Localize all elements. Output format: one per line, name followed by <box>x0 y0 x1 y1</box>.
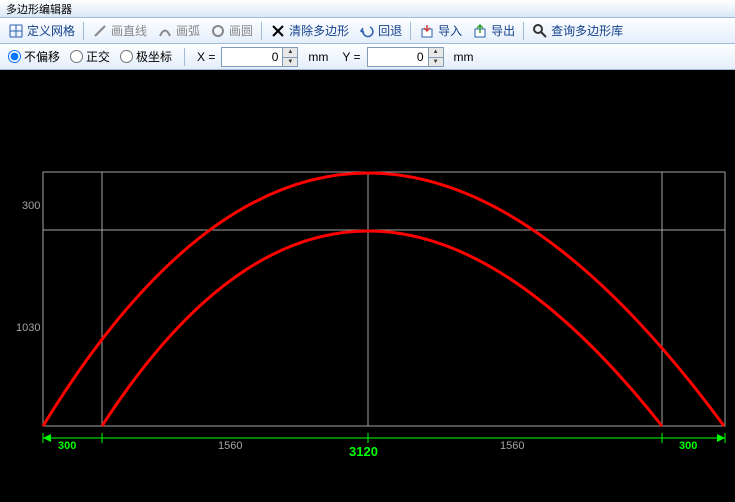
circle-icon <box>210 23 226 39</box>
define-grid-label: 定义网格 <box>27 22 75 39</box>
y-input[interactable] <box>368 50 428 64</box>
export-label: 导出 <box>491 22 515 39</box>
export-icon <box>472 23 488 39</box>
svg-text:300: 300 <box>679 440 697 452</box>
y-spin-up[interactable]: ▲ <box>429 48 443 57</box>
query-library-label: 查询多边形库 <box>551 22 623 39</box>
y-spinner-buttons: ▲ ▼ <box>428 48 443 66</box>
separator <box>410 22 411 40</box>
draw-circle-label: 画圆 <box>229 22 253 39</box>
draw-arc-button[interactable]: 画弧 <box>153 20 204 41</box>
clear-polygon-label: 清除多边形 <box>289 22 349 39</box>
x-spinner: ▲ ▼ <box>221 47 298 67</box>
window-title: 多边形编辑器 <box>6 4 72 16</box>
query-library-button[interactable]: 查询多边形库 <box>528 20 627 41</box>
import-icon <box>419 23 435 39</box>
clear-icon <box>270 23 286 39</box>
svg-text:1030: 1030 <box>16 322 40 334</box>
drawing-canvas[interactable]: 300 1030 300 1560 3120 1560 300 <box>0 70 735 502</box>
window-titlebar: 多边形编辑器 <box>0 0 735 18</box>
undo-icon <box>359 23 375 39</box>
svg-text:3120: 3120 <box>349 444 378 459</box>
undo-label: 回退 <box>378 22 402 39</box>
separator <box>83 22 84 40</box>
radio-polar-label: 极坐标 <box>136 48 172 65</box>
draw-arc-label: 画弧 <box>176 22 200 39</box>
separator <box>523 22 524 40</box>
main-toolbar: 定义网格 画直线 画弧 画圆 清除多边形 回退 导入 <box>0 18 735 44</box>
undo-button[interactable]: 回退 <box>355 20 406 41</box>
grid-icon <box>8 23 24 39</box>
y-spinner: ▲ ▼ <box>367 47 444 67</box>
clear-polygon-button[interactable]: 清除多边形 <box>266 20 353 41</box>
define-grid-button[interactable]: 定义网格 <box>4 20 79 41</box>
separator <box>184 48 185 66</box>
svg-text:1560: 1560 <box>500 440 524 452</box>
x-spinner-buttons: ▲ ▼ <box>282 48 297 66</box>
arc-icon <box>157 23 173 39</box>
svg-text:1560: 1560 <box>218 440 242 452</box>
x-unit: mm <box>308 50 328 64</box>
svg-text:300: 300 <box>22 200 40 212</box>
draw-circle-button[interactable]: 画圆 <box>206 20 257 41</box>
drawing-svg: 300 1030 300 1560 3120 1560 300 <box>0 70 735 502</box>
radio-polar[interactable]: 极坐标 <box>116 48 176 65</box>
y-label: Y = <box>342 50 360 64</box>
radio-no-offset-input[interactable] <box>8 50 21 63</box>
export-button[interactable]: 导出 <box>468 20 519 41</box>
radio-ortho-input[interactable] <box>70 50 83 63</box>
import-label: 导入 <box>438 22 462 39</box>
search-icon <box>532 23 548 39</box>
draw-line-button[interactable]: 画直线 <box>88 20 151 41</box>
coord-toolbar: 不偏移 正交 极坐标 X = ▲ ▼ mm Y = ▲ ▼ mm <box>0 44 735 70</box>
radio-polar-input[interactable] <box>120 50 133 63</box>
x-label: X = <box>197 50 215 64</box>
separator <box>261 22 262 40</box>
x-input[interactable] <box>222 50 282 64</box>
x-spin-down[interactable]: ▼ <box>283 57 297 66</box>
line-icon <box>92 23 108 39</box>
draw-line-label: 画直线 <box>111 22 147 39</box>
radio-no-offset-label: 不偏移 <box>24 48 60 65</box>
import-button[interactable]: 导入 <box>415 20 466 41</box>
svg-text:300: 300 <box>58 440 76 452</box>
radio-ortho-label: 正交 <box>86 48 110 65</box>
offset-mode-group: 不偏移 正交 极坐标 <box>4 48 176 65</box>
x-spin-up[interactable]: ▲ <box>283 48 297 57</box>
y-unit: mm <box>454 50 474 64</box>
y-spin-down[interactable]: ▼ <box>429 57 443 66</box>
radio-no-offset[interactable]: 不偏移 <box>4 48 64 65</box>
radio-ortho[interactable]: 正交 <box>66 48 114 65</box>
